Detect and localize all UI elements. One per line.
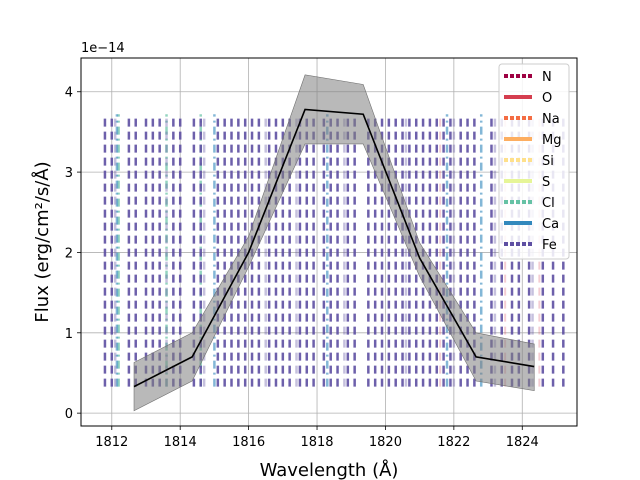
- legend-label-si: Si: [542, 154, 554, 169]
- x-tick-label: 1812: [95, 435, 128, 450]
- y-tick-label: 2: [65, 246, 73, 261]
- x-axis-label: Wavelength (Å): [260, 459, 399, 480]
- y-tick-label: 1: [65, 327, 73, 342]
- y-offset-label: 1e−14: [81, 41, 125, 56]
- y-tick-label: 4: [65, 86, 73, 101]
- x-tick-label: 1822: [437, 435, 470, 450]
- x-tick-label: 1818: [300, 435, 333, 450]
- legend-label-n: N: [542, 70, 552, 85]
- legend-label-ca: Ca: [542, 217, 559, 232]
- y-axis: 0 1 2 3 4: [65, 86, 81, 422]
- legend: NO Na Mg Si S Cl Ca Fe: [498, 63, 570, 260]
- y-tick-label: 0: [65, 407, 73, 422]
- flux-line: [133, 108, 535, 388]
- error-band: [133, 74, 535, 412]
- flux-line-layer: [133, 108, 535, 388]
- legend-label-s: S: [542, 175, 550, 190]
- y-tick-label: 3: [65, 166, 73, 181]
- x-tick-label: 1824: [506, 435, 539, 450]
- error-band-layer: [133, 74, 535, 412]
- legend-label-cl: Cl: [542, 196, 555, 211]
- x-axis: 1812 1814 1816 1818 1820 1822 1824: [95, 426, 539, 450]
- plot-frame: [80, 57, 578, 427]
- y-axis-label: Flux (erg/cm²/s/Å): [31, 161, 53, 322]
- legend-label-fe: Fe: [542, 238, 557, 253]
- legend-box: [498, 63, 570, 260]
- x-tick-label: 1816: [232, 435, 265, 450]
- legend-label-mg: Mg: [542, 133, 561, 148]
- legend-label-o: O: [542, 91, 552, 106]
- x-tick-label: 1814: [164, 435, 197, 450]
- x-tick-label: 1820: [369, 435, 402, 450]
- legend-label-na: Na: [542, 112, 560, 127]
